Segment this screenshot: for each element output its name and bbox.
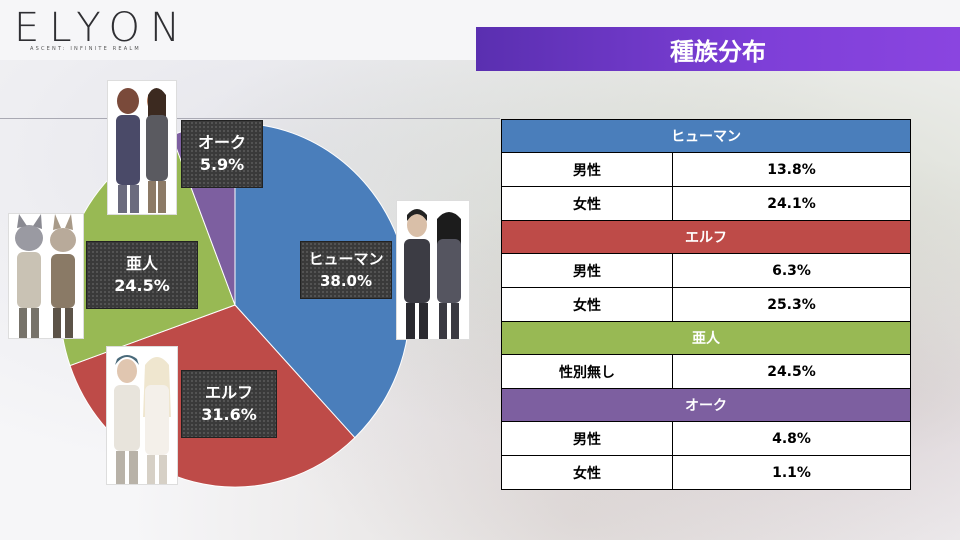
- table-group-row: エルフ: [501, 220, 911, 254]
- elyon-logo: ELYON: [14, 5, 190, 51]
- table-group-header: 亜人: [501, 321, 911, 355]
- table-cell-gender: 女性: [501, 455, 673, 490]
- demi-human-label-box: 亜人 24.5%: [86, 241, 198, 309]
- table-cell-percent: 25.3%: [672, 287, 911, 322]
- table-group-row: ヒューマン: [501, 119, 911, 153]
- table-cell-percent: 24.1%: [672, 186, 911, 221]
- elf-characters-image: [106, 346, 178, 485]
- table-cell-gender: 男性: [501, 421, 673, 456]
- table-cell-gender: 性別無し: [501, 354, 673, 389]
- page-title: 種族分布: [476, 27, 960, 71]
- table-cell-gender: 男性: [501, 152, 673, 187]
- table-group-row: 亜人: [501, 321, 911, 355]
- table-group-row: オーク: [501, 388, 911, 422]
- orc-characters-image: [107, 80, 177, 215]
- table-row: 男性 4.8%: [501, 421, 911, 456]
- elyon-logo-subtitle: ASCENT: INFINITE REALM: [30, 46, 141, 52]
- table-cell-percent: 6.3%: [672, 253, 911, 288]
- elf-label-name: エルフ: [204, 383, 253, 402]
- table-cell-gender: 女性: [501, 186, 673, 221]
- table-row: 女性 25.3%: [501, 287, 911, 322]
- table-row: 女性 24.1%: [501, 186, 911, 221]
- table-group-header: ヒューマン: [501, 119, 911, 153]
- demi-human-label-value: 24.5%: [114, 276, 170, 295]
- table-group-header: オーク: [501, 388, 911, 422]
- race-distribution-table: ヒューマン 男性 13.8% 女性 24.1% エルフ 男性 6.3% 女性 25.3% 亜人 性別無…: [501, 119, 911, 490]
- table-cell-percent: 13.8%: [672, 152, 911, 187]
- chart-divider-line: [0, 118, 500, 119]
- table-cell-percent: 4.8%: [672, 421, 911, 456]
- table-row: 男性 6.3%: [501, 253, 911, 288]
- elf-label-value: 31.6%: [201, 405, 257, 424]
- human-label-value: 38.0%: [319, 272, 373, 290]
- orc-label-box: オーク 5.9%: [181, 120, 263, 188]
- table-row: 性別無し 24.5%: [501, 354, 911, 389]
- table-cell-gender: 男性: [501, 253, 673, 288]
- table-row: 男性 13.8%: [501, 152, 911, 187]
- demi-human-label-name: 亜人: [125, 254, 158, 273]
- human-label-name: ヒューマン: [308, 250, 384, 268]
- orc-label-value: 5.9%: [199, 155, 245, 174]
- table-cell-percent: 24.5%: [672, 354, 911, 389]
- orc-label-name: オーク: [197, 133, 246, 152]
- elf-label-box: エルフ 31.6%: [181, 370, 277, 438]
- table-cell-percent: 1.1%: [672, 455, 911, 490]
- human-label-box: ヒューマン 38.0%: [300, 241, 392, 299]
- table-cell-gender: 女性: [501, 287, 673, 322]
- demi-human-characters-image: [8, 213, 84, 339]
- human-characters-image: [396, 200, 470, 340]
- table-group-header: エルフ: [501, 220, 911, 254]
- table-row: 女性 1.1%: [501, 455, 911, 490]
